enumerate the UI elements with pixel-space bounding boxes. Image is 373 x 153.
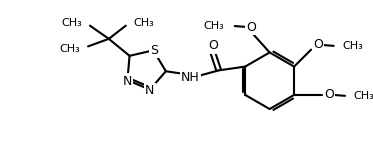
Text: N: N: [145, 84, 154, 97]
Text: CH₃: CH₃: [354, 91, 373, 101]
Text: CH₃: CH₃: [133, 18, 154, 28]
Text: O: O: [246, 21, 256, 34]
Text: N: N: [123, 75, 132, 88]
Text: CH₃: CH₃: [342, 41, 363, 51]
Text: NH: NH: [181, 71, 200, 84]
Text: CH₃: CH₃: [62, 18, 82, 28]
Text: O: O: [208, 39, 218, 52]
Text: CH₃: CH₃: [204, 21, 225, 31]
Text: O: O: [324, 88, 334, 101]
Text: S: S: [150, 44, 158, 57]
Text: O: O: [313, 38, 323, 51]
Text: CH₃: CH₃: [60, 44, 81, 54]
